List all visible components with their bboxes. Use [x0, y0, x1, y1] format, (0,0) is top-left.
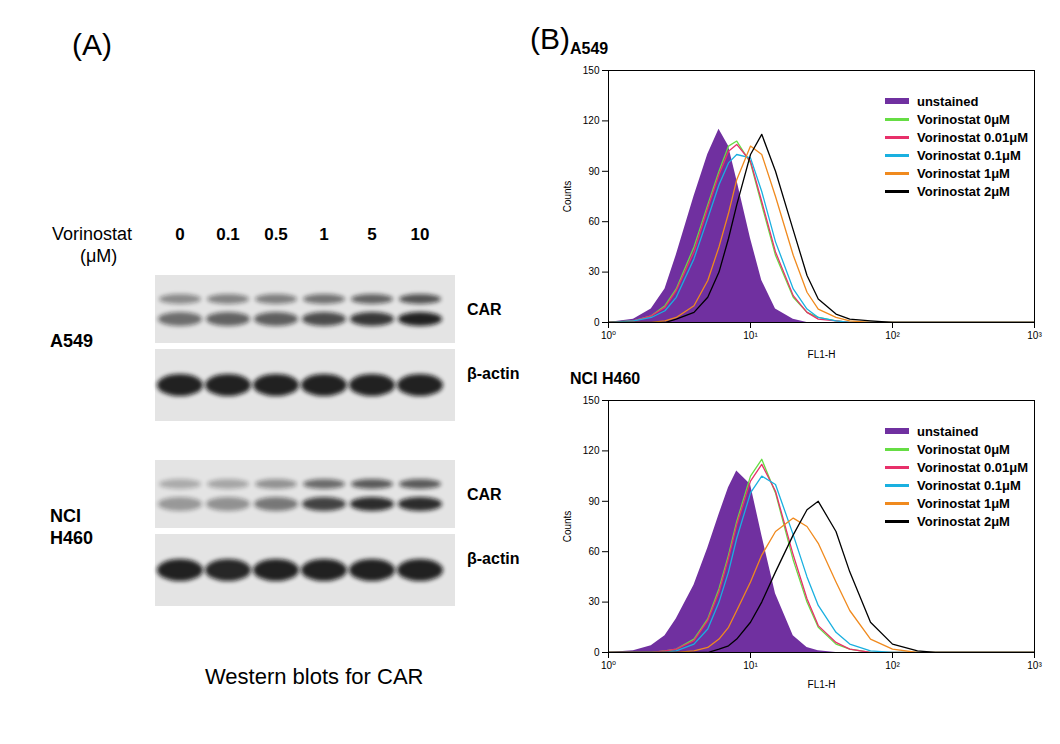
svg-text:CAR: CAR	[467, 486, 502, 503]
svg-text:10²: 10²	[885, 660, 900, 671]
svg-text:0.5: 0.5	[264, 225, 288, 244]
svg-text:10¹: 10¹	[743, 330, 758, 341]
html-text:Vorinostat 1μM: Vorinostat 1μM	[917, 165, 1010, 181]
svg-text:A549: A549	[50, 331, 93, 351]
svg-text:β-actin: β-actin	[467, 550, 519, 567]
svg-text:10³: 10³	[1027, 330, 1042, 341]
svg-text:30: 30	[588, 596, 600, 607]
svg-text:0: 0	[594, 647, 600, 658]
svg-text:Western blots for CAR: Western blots for CAR	[205, 664, 423, 689]
svg-text:0: 0	[175, 225, 184, 244]
svg-text:60: 60	[588, 546, 600, 557]
svg-text:10³: 10³	[1027, 660, 1042, 671]
svg-text:NCIH460: NCIH460	[50, 506, 93, 548]
html-text:NCI H460: NCI H460	[570, 370, 641, 387]
svg-text:Counts: Counts	[562, 511, 573, 543]
svg-text:0: 0	[594, 317, 600, 328]
svg-text:(A): (A)	[72, 28, 112, 61]
svg-text:150: 150	[583, 65, 600, 76]
svg-text:90: 90	[588, 166, 600, 177]
svg-text:10²: 10²	[885, 330, 900, 341]
svg-text:30: 30	[588, 266, 600, 277]
html-text:Vorinostat 0.1μM: Vorinostat 0.1μM	[917, 147, 1021, 163]
html-text:Vorinostat 0μM: Vorinostat 0μM	[917, 111, 1010, 127]
html-text:(B)A549: (B)A549	[530, 22, 609, 57]
html-text:Vorinostat 2μM: Vorinostat 2μM	[917, 513, 1010, 529]
svg-text:120: 120	[583, 445, 600, 456]
svg-text:120: 120	[583, 115, 600, 126]
svg-text:10⁰: 10⁰	[601, 330, 616, 341]
html-text:Vorinostat 0μM: Vorinostat 0μM	[917, 441, 1010, 457]
svg-text:Counts: Counts	[562, 181, 573, 213]
svg-text:1: 1	[319, 225, 328, 244]
html-text:Vorinostat 0.01μM: Vorinostat 0.01μM	[917, 129, 1028, 145]
html-text:unstained: unstained	[917, 423, 979, 439]
html-text:Vorinostat 0.1μM: Vorinostat 0.1μM	[917, 477, 1021, 493]
svg-text:FL1-H: FL1-H	[808, 349, 836, 360]
html-text:Vorinostat 2μM: Vorinostat 2μM	[917, 183, 1010, 199]
svg-text:10: 10	[411, 225, 430, 244]
svg-text:FL1-H: FL1-H	[808, 679, 836, 690]
svg-text:10¹: 10¹	[743, 660, 758, 671]
svg-text:Vorinostat: Vorinostat	[52, 224, 132, 244]
svg-text:5: 5	[367, 225, 376, 244]
svg-text:0.1: 0.1	[216, 225, 240, 244]
svg-text:60: 60	[588, 216, 600, 227]
svg-text:CAR: CAR	[467, 301, 502, 318]
svg-text:10⁰: 10⁰	[601, 660, 616, 671]
svg-text:(μM): (μM)	[80, 246, 117, 266]
svg-text:β-actin: β-actin	[467, 365, 519, 382]
html-text:unstained: unstained	[917, 93, 979, 109]
html-text:Vorinostat 0.01μM: Vorinostat 0.01μM	[917, 459, 1028, 475]
html-text:Vorinostat 1μM: Vorinostat 1μM	[917, 495, 1010, 511]
svg-text:150: 150	[583, 395, 600, 406]
svg-text:90: 90	[588, 496, 600, 507]
